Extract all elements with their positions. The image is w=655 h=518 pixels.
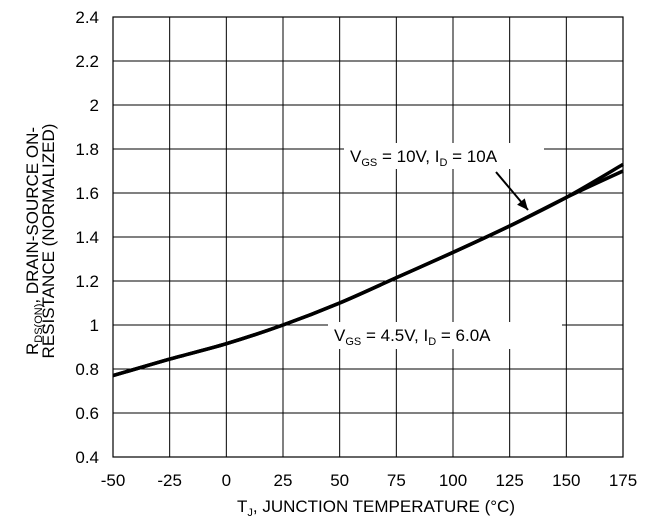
xlabel-sub: J xyxy=(247,507,253,518)
series-layer xyxy=(112,162,624,378)
y-tick-label: 1.6 xyxy=(75,184,99,203)
x-tick-label: 75 xyxy=(387,471,406,490)
xlabel-main: T xyxy=(237,497,247,516)
annot2-sub2: D xyxy=(428,336,436,348)
y-tick-label: 1 xyxy=(90,316,99,335)
y-tick-label: 2.4 xyxy=(75,8,99,27)
y-tick-label: 1.8 xyxy=(75,140,99,159)
y-axis-title: RDS(ON), DRAIN-SOURCE ON- RESISTANCE (NO… xyxy=(23,124,58,359)
annot1-sub2: D xyxy=(439,157,447,169)
y-tick-label: 1.4 xyxy=(75,228,99,247)
x-tick-labels: -50 -25 0 25 50 75 100 125 150 175 xyxy=(101,471,637,490)
annotation-1-background xyxy=(344,143,544,169)
xlabel-rest: , JUNCTION TEMPERATURE (°C) xyxy=(253,497,515,516)
annotation-arrow xyxy=(495,171,529,211)
annot2-prefix: V xyxy=(334,326,346,345)
annot1-prefix: V xyxy=(350,147,362,166)
x-tick-label: 50 xyxy=(330,471,349,490)
ylabel-rest: , DRAIN-SOURCE ON- xyxy=(23,127,42,304)
ylabel-sub: DS(ON) xyxy=(33,304,45,343)
x-axis-title: TJ, JUNCTION TEMPERATURE (°C) xyxy=(237,497,515,518)
annotation-vgs-4-5v: VGS = 4.5V, ID = 6.0A xyxy=(334,326,491,348)
annotation-2-background xyxy=(328,322,562,349)
y-axis-title-line2: RESISTANCE (NORMALIZED) xyxy=(39,124,58,359)
annot2-mid: = 4.5V, I xyxy=(361,326,428,345)
grid xyxy=(112,16,624,458)
ylabel-main: R xyxy=(23,343,42,355)
annotation-vgs-10v: VGS = 10V, ID = 10A xyxy=(350,147,498,169)
y-tick-label: 0.8 xyxy=(75,360,99,379)
x-tick-label: 0 xyxy=(222,471,231,490)
x-tick-label: 125 xyxy=(495,471,523,490)
annot1-suffix: = 10A xyxy=(447,147,497,166)
x-tick-label: -25 xyxy=(157,471,182,490)
x-tick-label: 25 xyxy=(274,471,293,490)
y-tick-labels: 0.4 0.6 0.8 1 1.2 1.4 1.6 1.8 2 2.2 2.4 xyxy=(75,8,99,467)
x-tick-label: 100 xyxy=(439,471,467,490)
annot1-sub1: GS xyxy=(361,157,377,169)
arrow-head xyxy=(517,198,528,210)
series-line-2 xyxy=(112,169,624,378)
x-tick-label: 150 xyxy=(552,471,580,490)
y-tick-label: 0.6 xyxy=(75,404,99,423)
annot1-mid: = 10V, I xyxy=(377,147,439,166)
annot2-suffix: = 6.0A xyxy=(436,326,491,345)
plot-frame xyxy=(112,16,624,458)
annot2-sub1: GS xyxy=(345,336,361,348)
y-tick-label: 2 xyxy=(90,96,99,115)
y-tick-label: 1.2 xyxy=(75,272,99,291)
x-tick-label: 175 xyxy=(609,471,637,490)
y-tick-label: 2.2 xyxy=(75,52,99,71)
y-tick-label: 0.4 xyxy=(75,448,99,467)
x-tick-label: -50 xyxy=(101,471,126,490)
y-axis-title-line1: RDS(ON), DRAIN-SOURCE ON- xyxy=(23,127,45,355)
